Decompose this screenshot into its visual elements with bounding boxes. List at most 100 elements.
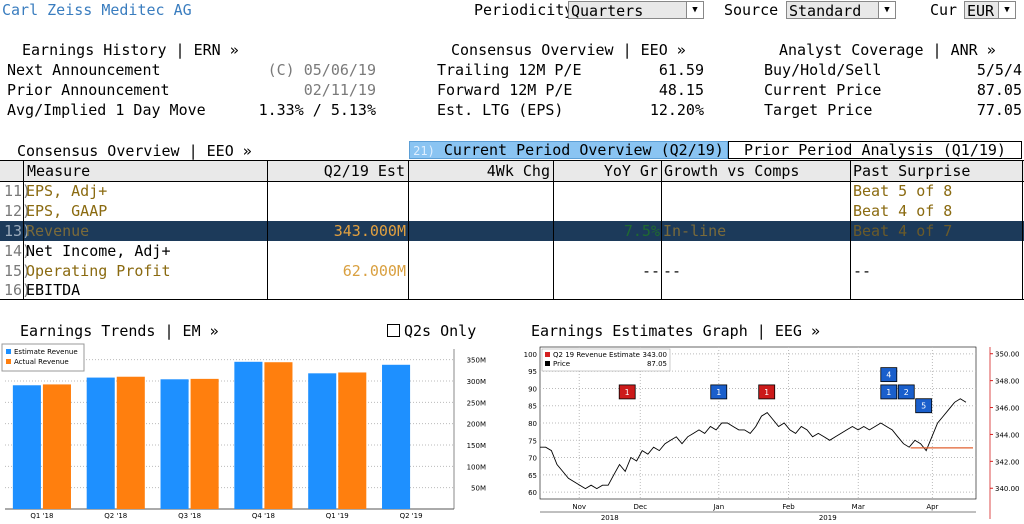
event-marker-label: 2 [904,388,909,397]
event-marker[interactable] [897,384,915,400]
bar-legend-swatch [6,359,11,364]
source-label: Source [724,1,779,19]
line-legend-swatch [545,352,550,357]
bar-estimate[interactable] [160,379,189,509]
chevron-down-icon[interactable]: ▼ [686,2,703,18]
bar-estimate[interactable] [382,364,411,509]
buy-hold-sell-value: 5/5/4 [976,61,1022,79]
event-marker[interactable] [880,367,898,383]
line-month-label: Apr [926,503,938,511]
bar-ytick-label: 50M [471,485,486,493]
day-move-label: Avg/Implied 1 Day Move [7,101,206,119]
row-number: 13) [4,222,32,240]
column-header-comps[interactable]: Growth vs Comps [664,162,800,180]
table-row-selected[interactable] [0,221,1024,241]
event-marker[interactable] [758,384,776,400]
measure-operating-profit[interactable]: Operating Profit [26,262,171,280]
periodicity-label: Periodicity [474,1,574,19]
estimate-revenue: 343.000M [333,222,406,240]
trailing-pe-value: 61.59 [658,61,704,79]
column-divider [1022,161,1023,299]
line-right-ytick-label: 348.00 [995,378,1020,386]
bar-actual[interactable] [116,376,145,509]
event-marker-label: 4 [886,371,891,380]
row-number: 12) [4,202,32,220]
line-left-ytick-label: 95 [528,368,537,376]
q2s-only-checkbox[interactable]: Q2s Only [387,322,476,340]
current-price-value: 87.05 [976,81,1022,99]
measure-eps-adj[interactable]: EPS, Adj+ [26,182,108,200]
column-divider [850,161,851,299]
earnings-history-title[interactable]: Earnings History | ERN » [22,41,239,59]
consensus-table-title[interactable]: Consensus Overview | EEO » [17,142,252,160]
bar-actual[interactable] [42,384,71,509]
earnings-trends-chart: Q1 '18 Q2 '18 Q3 '18 Q4 '18 Q1 '19 Q2 '19 50M… [1,343,486,520]
line-left-ytick-label: 65 [528,472,537,480]
chevron-down-icon[interactable]: ▼ [878,2,895,18]
line-left-ytick-label: 90 [528,385,537,393]
source-select[interactable]: Standard ▼ [786,1,896,20]
measure-ebitda[interactable]: EBITDA [26,281,81,299]
line-month-label: Mar [852,503,865,511]
measure-net-income[interactable]: Net Income, Adj+ [26,242,171,260]
measure-eps-gaap[interactable]: EPS, GAAP [26,202,108,220]
chevron-down-icon[interactable]: ▼ [998,2,1015,18]
event-marker[interactable] [710,384,728,400]
line-right-ytick-label: 350.00 [995,351,1020,359]
bar-xtick-label: Q1 '19 [326,512,349,520]
tab-prior-period[interactable]: Prior Period Analysis (Q1/19) [728,141,1022,159]
price-line[interactable] [540,398,967,490]
event-marker-label: 1 [886,388,891,397]
checkbox-icon[interactable] [387,324,400,337]
forward-pe-value: 48.15 [658,81,704,99]
column-divider [553,161,554,299]
bar-ytick-label: 200M [467,421,486,429]
prior-announcement-label: Prior Announcement [7,81,170,99]
line-month-label: Nov [572,503,586,511]
comps-revenue: In-line [663,222,727,240]
bar-estimate[interactable] [86,377,115,509]
bar-xtick-label: Q3 '18 [178,512,201,520]
line-right-ytick-label: 344.00 [995,431,1020,439]
column-header-4wk-chg[interactable]: 4Wk Chg [486,162,550,180]
earnings-trends-title[interactable]: Earnings Trends | EM » [20,322,219,340]
day-move-value: 1.33% / 5.13% [258,101,376,119]
tab-current-period[interactable]: 21) Current Period Overview (Q2/19) [409,141,728,159]
event-marker[interactable] [618,384,636,400]
bar-actual[interactable] [190,378,219,509]
bar-estimate[interactable] [12,385,41,509]
column-header-measure[interactable]: Measure [27,162,91,180]
bar-estimate[interactable] [234,361,263,509]
line-left-ytick-label: 80 [528,420,537,428]
next-announcement-label: Next Announcement [7,61,161,79]
measure-revenue[interactable]: Revenue [26,222,90,240]
currency-select[interactable]: EUR ▼ [964,1,1016,20]
line-year-label: 2018 [601,514,619,522]
column-header-surprise[interactable]: Past Surprise [853,162,971,180]
line-left-ytick-label: 75 [528,437,537,445]
q2s-only-label: Q2s Only [404,322,477,340]
line-legend-box [541,348,671,372]
bar-legend-box [1,343,85,372]
event-marker-label: 1 [764,388,769,397]
column-header-yoy[interactable]: YoY Gr [603,162,658,180]
comps-operating-profit: -- [663,262,682,280]
earnings-estimates-title[interactable]: Earnings Estimates Graph | EEG » [531,322,820,340]
line-left-ytick-label: 60 [528,489,537,497]
ltg-label: Est. LTG (EPS) [437,101,564,119]
consensus-overview-title[interactable]: Consensus Overview | EEO » [451,41,686,59]
currency-value: EUR [967,2,995,20]
bar-actual[interactable] [338,372,367,509]
target-price-value: 77.05 [976,101,1022,119]
event-marker[interactable] [880,384,898,400]
yoy-operating-profit: -- [641,262,660,280]
event-marker[interactable] [915,398,933,414]
bar-actual[interactable] [264,362,293,509]
column-header-estimate[interactable]: Q2/19 Est [323,162,405,180]
forward-pe-label: Forward 12M P/E [437,81,573,99]
bar-estimate[interactable] [308,373,337,509]
periodicity-select[interactable]: Quarters ▼ [568,1,704,20]
row-number: 16) [4,281,32,299]
analyst-coverage-title[interactable]: Analyst Coverage | ANR » [779,41,996,59]
estimate-operating-profit: 62.000M [342,262,406,280]
